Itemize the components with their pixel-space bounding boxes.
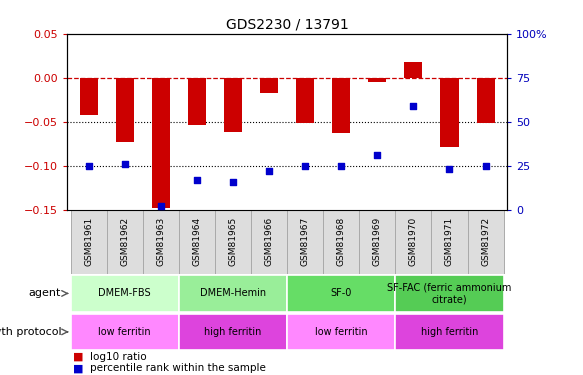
Bar [71,314,179,350]
Point [156,204,166,210]
Text: SF-FAC (ferric ammonium
citrate): SF-FAC (ferric ammonium citrate) [387,283,512,304]
Text: ■: ■ [73,363,83,373]
Bar [287,314,395,350]
Text: GSM81971: GSM81971 [445,217,454,267]
Point [84,163,93,169]
Bar [251,210,287,274]
Point [229,179,238,185]
Bar [287,274,395,312]
Bar [323,210,359,274]
Bar [395,314,504,350]
Point [265,168,274,174]
Bar [179,274,287,312]
Bar [395,274,504,312]
Bar [441,78,458,147]
Bar [179,210,215,274]
Bar [215,210,251,274]
Bar [287,210,323,274]
Text: percentile rank within the sample: percentile rank within the sample [90,363,266,373]
Text: GSM81966: GSM81966 [265,217,273,267]
Text: GSM81963: GSM81963 [156,217,166,267]
Text: GSM81967: GSM81967 [301,217,310,267]
Text: DMEM-Hemin: DMEM-Hemin [200,288,266,298]
Text: GSM81962: GSM81962 [120,217,129,266]
Text: log10 ratio: log10 ratio [90,352,147,362]
Point [300,163,310,169]
Text: GSM81972: GSM81972 [481,217,490,266]
Bar [107,210,143,274]
Bar [476,78,494,123]
Bar [368,78,387,82]
Bar [224,78,242,132]
Bar [143,210,179,274]
Bar [188,78,206,124]
Text: SF-0: SF-0 [331,288,352,298]
Text: high ferritin: high ferritin [421,327,478,337]
Text: GSM81969: GSM81969 [373,217,382,267]
Title: GDS2230 / 13791: GDS2230 / 13791 [226,17,349,31]
Text: GSM81964: GSM81964 [192,217,202,266]
Bar [405,62,423,78]
Bar [71,274,179,312]
Text: DMEM-FBS: DMEM-FBS [99,288,151,298]
Point [481,163,490,169]
Text: growth protocol: growth protocol [0,327,61,337]
Point [373,152,382,158]
Bar [80,78,98,115]
Text: high ferritin: high ferritin [204,327,262,337]
Bar [468,210,504,274]
Text: GSM81961: GSM81961 [84,217,93,267]
Text: agent: agent [29,288,61,298]
Bar [116,78,134,142]
Text: low ferritin: low ferritin [315,327,367,337]
Text: GSM81970: GSM81970 [409,217,418,267]
Bar [296,78,314,123]
Text: low ferritin: low ferritin [99,327,151,337]
Point [409,103,418,109]
Bar [71,210,107,274]
Point [445,166,454,172]
Point [192,177,202,183]
Bar [179,314,287,350]
Bar [431,210,468,274]
Bar [359,210,395,274]
Point [336,163,346,169]
Text: GSM81965: GSM81965 [229,217,237,267]
Bar [332,78,350,134]
Text: ■: ■ [73,352,83,362]
Bar [260,78,278,93]
Bar [395,210,431,274]
Point [120,161,129,167]
Bar [152,78,170,208]
Text: GSM81968: GSM81968 [337,217,346,267]
